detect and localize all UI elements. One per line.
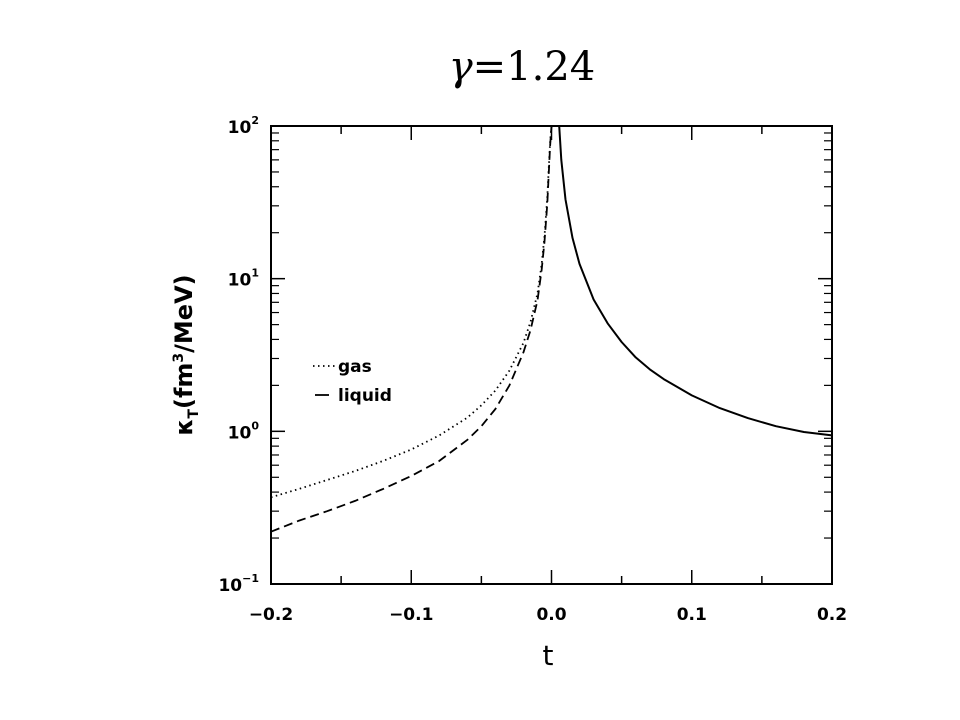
axis-ticks [270, 125, 833, 585]
title-symbol: γ [449, 44, 473, 90]
plot-frame [270, 125, 833, 585]
legend: gas liquid [313, 357, 392, 406]
series-layer [270, 125, 833, 533]
y-label-close: /MeV) [170, 274, 198, 352]
x-tick-labels: −0.2 −0.1 0.0 0.1 0.2 [249, 605, 847, 625]
y-label-open: (fm [170, 363, 198, 409]
series-line-gas [270, 125, 553, 499]
y-label-superscript: 3 [171, 353, 187, 363]
title-value: =1.24 [473, 44, 596, 90]
y-axis-label: κT(fm3/MeV) [170, 274, 202, 435]
y-tick-labels: 10−1 100 101 102 [218, 114, 259, 596]
x-tick-label: 0.0 [536, 605, 566, 625]
x-tick-label: 0.2 [817, 605, 847, 625]
x-tick-label: 0.1 [677, 605, 707, 625]
y-label-symbol: κ [170, 419, 198, 436]
y-label-subscript: T [186, 409, 202, 419]
series-line-solid [558, 125, 833, 437]
series-line-liquid [270, 125, 553, 533]
x-tick-label: −0.1 [389, 605, 433, 625]
y-tick-label: 10−1 [218, 572, 259, 596]
legend-label-liquid: liquid [338, 386, 392, 406]
legend-label-gas: gas [338, 357, 372, 377]
y-tick-label: 100 [228, 419, 260, 443]
y-tick-label: 102 [228, 114, 259, 138]
y-tick-label: 101 [228, 267, 259, 291]
chart-title: γ=1.24 [449, 44, 595, 90]
x-tick-label: −0.2 [249, 605, 293, 625]
x-axis-label: t [543, 639, 554, 672]
